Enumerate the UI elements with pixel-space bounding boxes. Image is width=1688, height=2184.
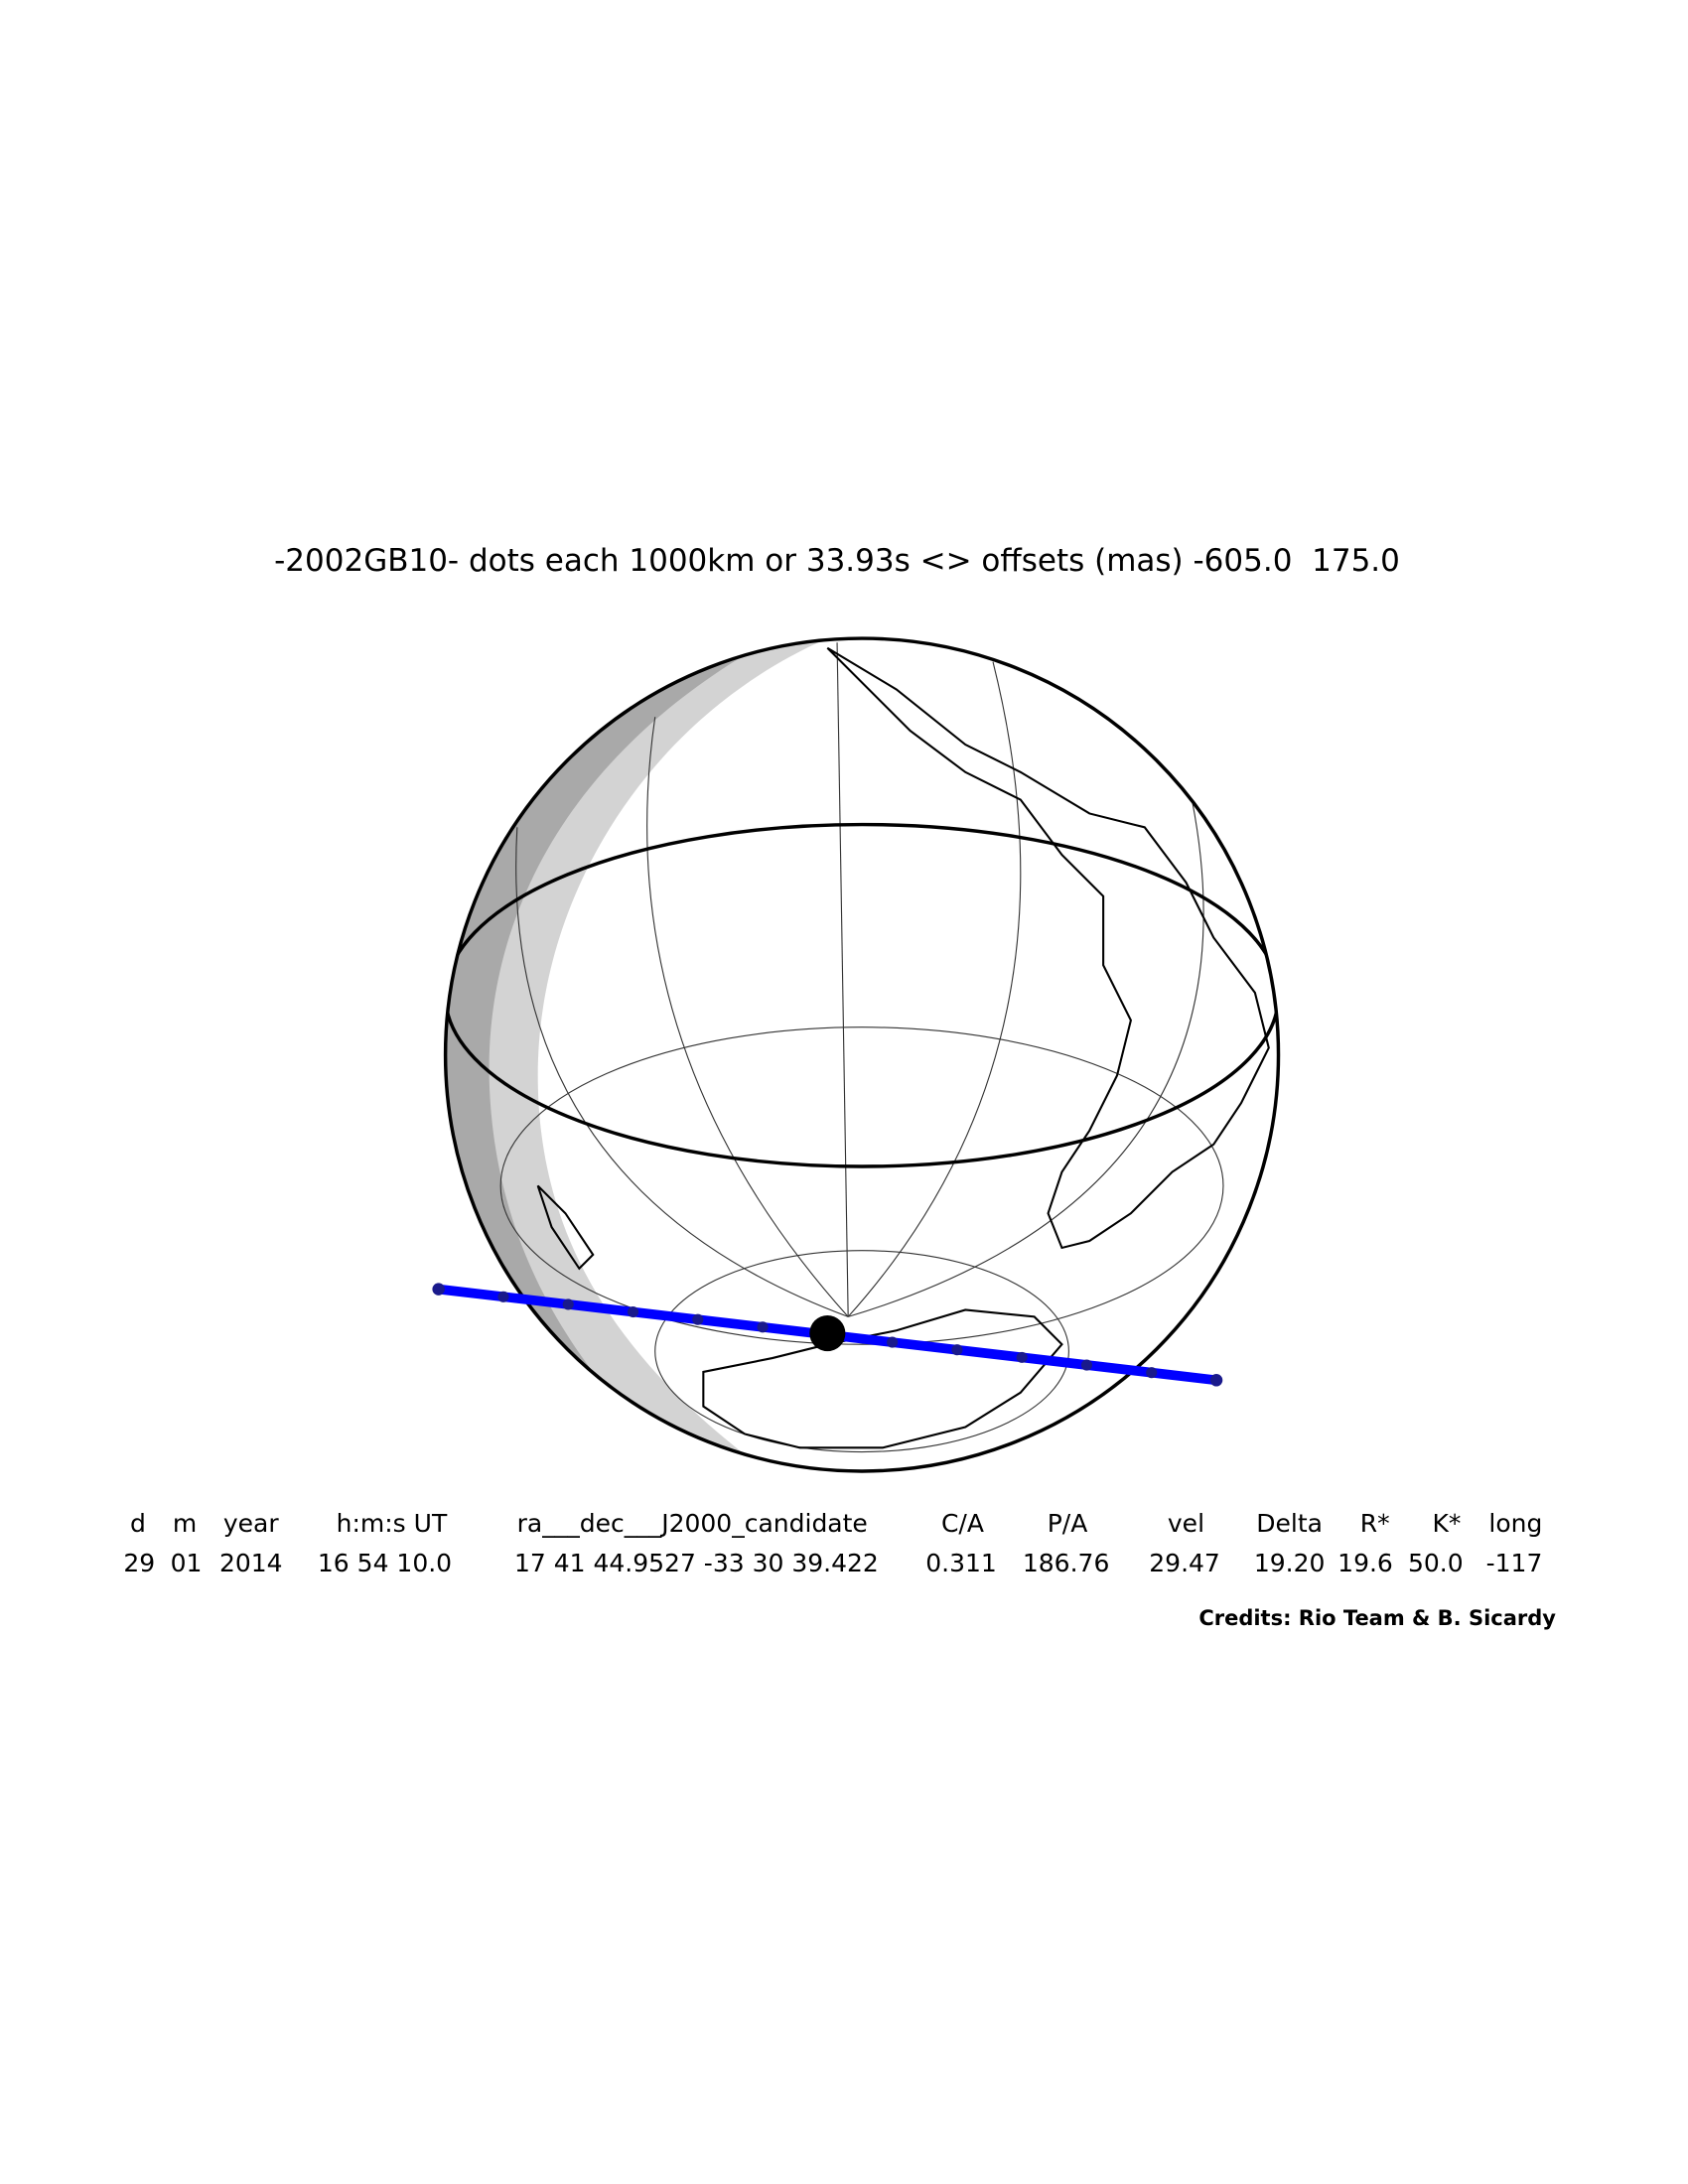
- path-dot: [692, 1313, 704, 1325]
- americas-outline: [826, 646, 1270, 1250]
- table-header: year: [223, 1509, 279, 1538]
- meridian: [515, 827, 849, 1317]
- closest-approach: [809, 1315, 846, 1352]
- table-value: 16 54 10.0: [318, 1549, 452, 1577]
- table-value: 19.6: [1337, 1549, 1393, 1577]
- table-value: 186.76: [1023, 1549, 1109, 1577]
- table-header: vel: [1168, 1509, 1204, 1538]
- equator: [445, 822, 1279, 1168]
- path-dot: [887, 1336, 899, 1348]
- latitude-line: [499, 1026, 1224, 1345]
- latitude-line: [654, 1250, 1069, 1453]
- table-value: 2014: [219, 1549, 283, 1577]
- path-dot: [1080, 1359, 1093, 1371]
- table-header: R*: [1360, 1509, 1390, 1538]
- table-value: 17 41 44.9527 -33 30 39.422: [514, 1549, 879, 1577]
- table-header: ra___dec___J2000_candidate: [517, 1509, 868, 1538]
- path-dot: [1016, 1351, 1028, 1363]
- table-header: d: [130, 1509, 146, 1538]
- graticule: [499, 642, 1224, 1453]
- table-value: 19.20: [1254, 1549, 1326, 1577]
- credits: Credits: Rio Team & B. Sicardy: [1198, 1606, 1556, 1630]
- path-dot: [757, 1321, 769, 1333]
- path-dot: [497, 1291, 509, 1302]
- meridian: [848, 771, 1204, 1317]
- path-dots: [432, 1283, 1223, 1387]
- table-header: C/A: [941, 1509, 984, 1538]
- table-value: 29: [123, 1549, 155, 1577]
- title: -2002GB10- dots each 1000km or 33.93s <>…: [274, 543, 1400, 579]
- table-value: 01: [171, 1549, 203, 1577]
- meridian: [646, 717, 849, 1317]
- new-zealand-outline: [536, 1184, 595, 1271]
- table-header: K*: [1433, 1509, 1462, 1538]
- table-value: 29.47: [1149, 1549, 1220, 1577]
- path-dot: [1209, 1374, 1223, 1387]
- table-header: m: [173, 1509, 197, 1538]
- event-table: d m year h:m:s UT ra___dec___J2000_candidate…: [123, 1509, 1542, 1577]
- table-value: 50.0: [1408, 1549, 1464, 1577]
- table-value: 0.311: [925, 1549, 997, 1577]
- globe-content: [445, 638, 1279, 1471]
- path-dot: [562, 1298, 574, 1310]
- table-header: P/A: [1048, 1509, 1088, 1538]
- table-value: -117: [1486, 1549, 1543, 1577]
- path-dot: [627, 1305, 639, 1318]
- meridian: [836, 642, 849, 1317]
- path-dot: [432, 1283, 445, 1296]
- path-dot: [951, 1344, 963, 1356]
- path-dot: [1146, 1367, 1158, 1379]
- table-header: Delta: [1256, 1509, 1323, 1538]
- globe-outline: [443, 636, 1281, 1473]
- table-header: h:m:s UT: [337, 1509, 448, 1538]
- globe: [432, 636, 1281, 1473]
- table-header: long: [1488, 1509, 1542, 1538]
